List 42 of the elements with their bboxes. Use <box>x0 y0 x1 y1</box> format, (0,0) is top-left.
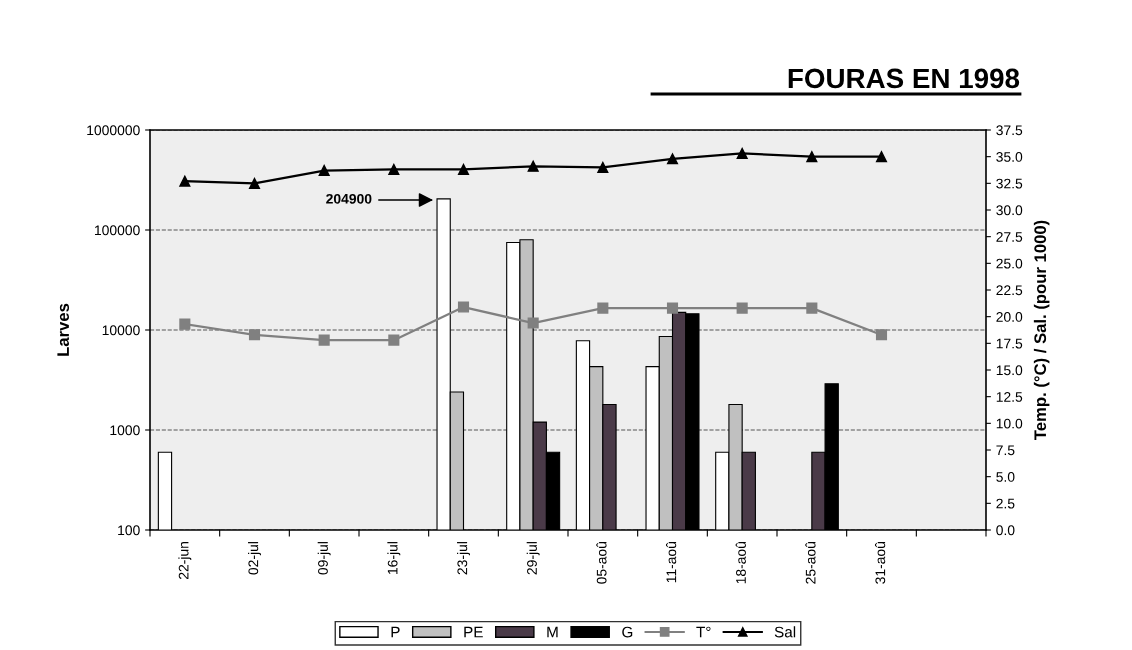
y2-tick-label: 37.5 <box>996 125 1023 136</box>
x-tick-label: 25-aoû <box>805 541 816 584</box>
x-tick-label: 23-jul <box>457 542 470 575</box>
legend-label: M <box>547 626 558 638</box>
x-tick-label: 16-jul <box>387 542 401 575</box>
legend-label: P <box>391 626 400 638</box>
legend-label: G <box>622 626 633 638</box>
legend-label: T° <box>696 626 711 638</box>
y-tick-label: 1000000 <box>87 125 140 136</box>
y-tick-label: 10000 <box>102 325 140 336</box>
y2-tick-label: 0.0 <box>996 525 1015 536</box>
y2-tick-label: 25.0 <box>996 258 1023 269</box>
legend-label: Sal <box>774 626 796 638</box>
y2-tick-label: 7.5 <box>996 445 1015 456</box>
y2-tick-label: 17.5 <box>996 338 1023 349</box>
y2-axis-title: Temp. (°C) / Sal. (pour 1000) <box>1033 220 1050 440</box>
y-axis-title: Larves <box>57 303 70 356</box>
annotation: 204900 <box>326 193 372 204</box>
y2-tick-label: 20.0 <box>996 312 1023 322</box>
y-tick-label: 100000 <box>95 225 140 236</box>
chart-title: FOURAS EN 1998 <box>788 68 1020 89</box>
legend-label: PE <box>464 626 483 638</box>
y-tick-label: 1000 <box>110 425 140 436</box>
y2-tick-label: 30.0 <box>996 205 1023 216</box>
x-tick-label: 02-jul <box>248 542 261 575</box>
y2-tick-label: 22.5 <box>996 285 1023 296</box>
x-tick-label: 09-jul <box>317 542 331 575</box>
y2-tick-label: 35.0 <box>996 152 1023 162</box>
y-tick-label: 100 <box>118 525 140 536</box>
y2-tick-label: 5.0 <box>996 472 1015 482</box>
x-tick-label: 05-aoû <box>596 541 607 584</box>
x-tick-label: 11-aoû <box>665 541 677 583</box>
x-tick-label: 29-jul <box>526 542 540 575</box>
x-tick-label: 22-jun <box>178 542 192 580</box>
y2-tick-label: 32.5 <box>996 178 1023 189</box>
x-tick-label: 18-aoû <box>735 541 746 584</box>
y2-tick-label: 15.0 <box>996 365 1023 376</box>
y2-tick-label: 12.5 <box>996 392 1023 402</box>
x-tick-label: 31-aoû <box>874 541 886 584</box>
y2-tick-label: 27.5 <box>996 232 1023 242</box>
y2-tick-label: 2.5 <box>996 498 1015 509</box>
y2-tick-label: 10.0 <box>996 418 1023 429</box>
